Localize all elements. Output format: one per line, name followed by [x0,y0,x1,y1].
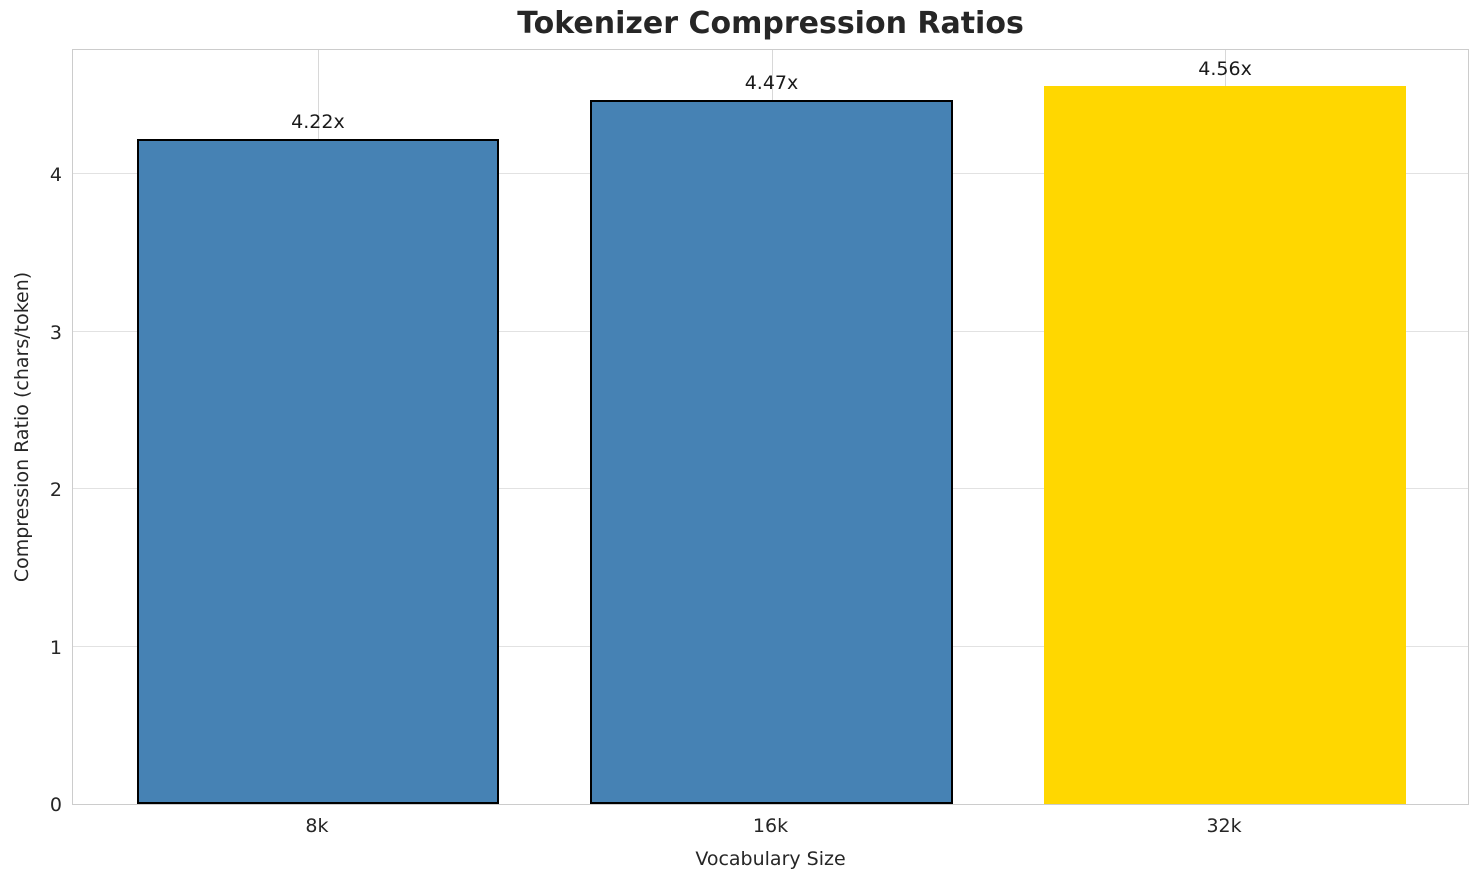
y-tick-label: 1 [49,636,62,659]
y-axis-label: Compression Ratio (chars/token) [11,271,33,583]
bar-value-label: 4.47x [744,71,799,94]
bar-16k [590,99,953,804]
bar-32k [1043,85,1407,804]
x-axis-label: Vocabulary Size [695,848,846,870]
y-tick-label: 4 [49,164,62,186]
y-tick-label: 0 [49,794,62,816]
y-tick-label: 3 [49,321,62,344]
bar-value-label: 4.56x [1198,57,1252,80]
bar-8k [136,139,500,804]
bar-value-label: 4.22x [291,111,345,134]
x-tick-label: 16k [752,815,789,837]
x-tick-label: 8k [305,815,329,837]
plot-area: 4.22x 4.47x 4.56x [72,49,1469,805]
chart-title: Tokenizer Compression Ratios [517,6,1024,41]
x-tick-label: 32k [1206,815,1242,837]
y-tick-label: 2 [49,479,62,501]
